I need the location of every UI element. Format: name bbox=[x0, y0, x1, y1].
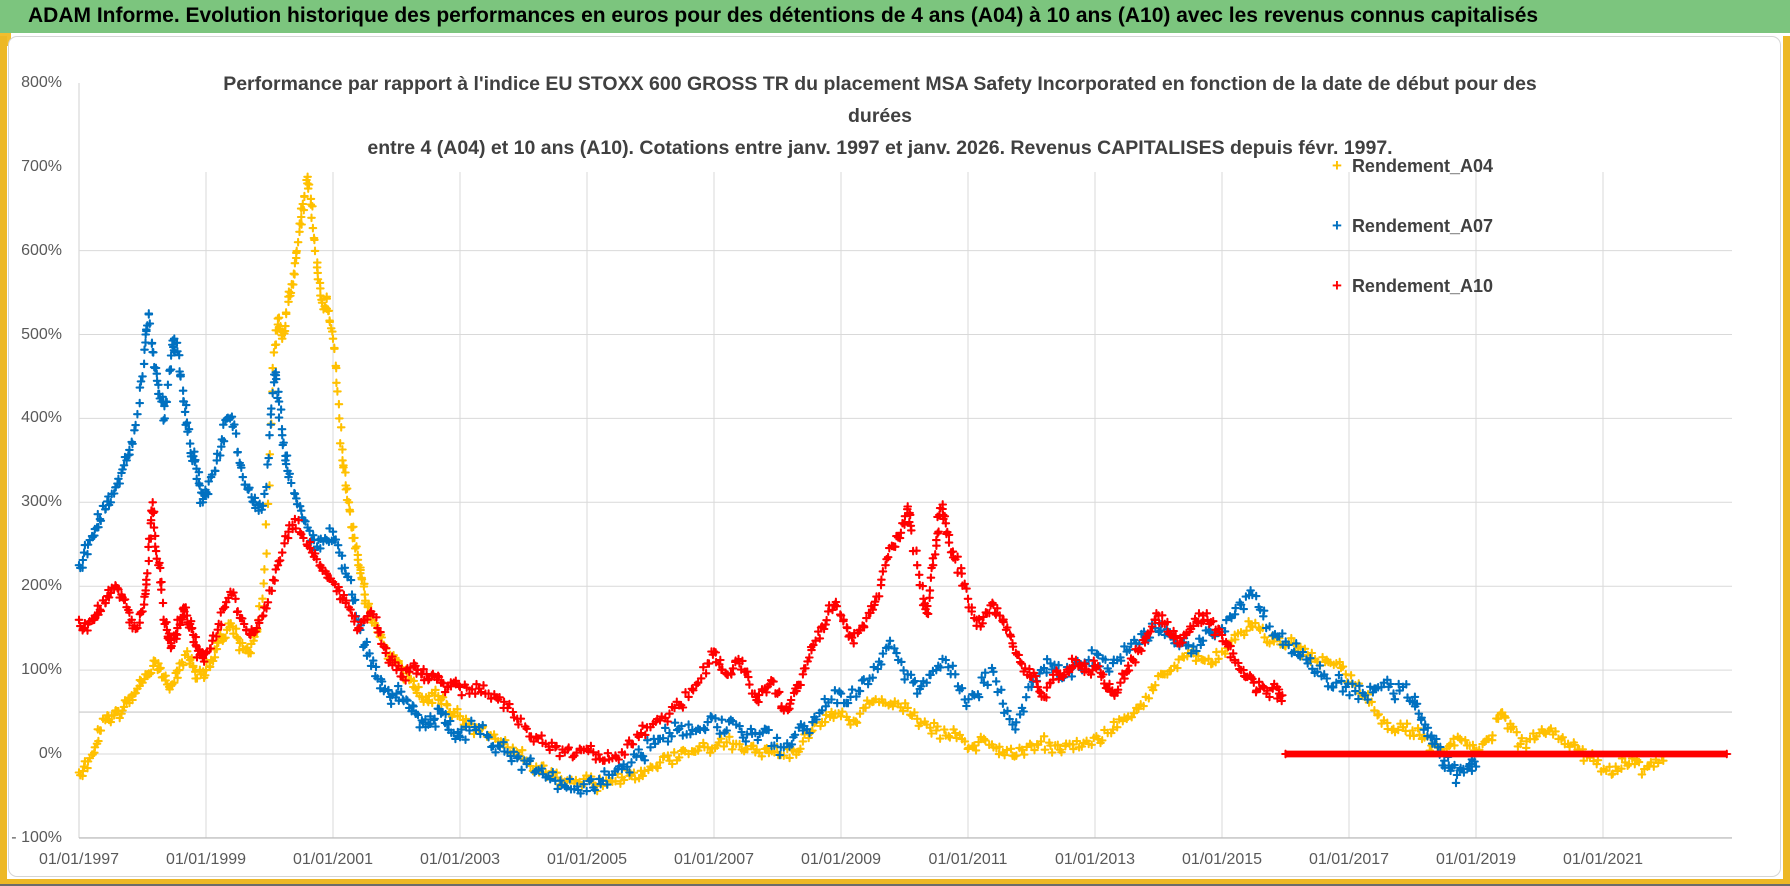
x-axis-label: 01/01/2001 bbox=[292, 851, 374, 868]
gridlines bbox=[78, 83, 1732, 839]
chart-title: Performance par rapport à l'indice EU ST… bbox=[175, 68, 1585, 164]
gold-frame-bottom bbox=[0, 879, 1790, 884]
x-axis-label: 01/01/2015 bbox=[1181, 851, 1263, 868]
x-axis-label: 01/01/2007 bbox=[673, 851, 755, 868]
gold-frame-right bbox=[1783, 36, 1790, 886]
legend-item-rendement-a04[interactable]: + Rendement_A04 bbox=[1332, 154, 1493, 178]
y-axis-label: 300% bbox=[21, 493, 62, 511]
x-axis-label: 01/01/2013 bbox=[1054, 851, 1136, 868]
y-axis-label: 500% bbox=[21, 325, 62, 343]
x-axis-label: 01/01/1999 bbox=[165, 851, 247, 868]
y-axis-label: 400% bbox=[21, 409, 62, 427]
series-Rendement_A04 bbox=[74, 172, 1668, 796]
y-axis-label: 800% bbox=[21, 73, 62, 91]
x-axis-label: 01/01/2005 bbox=[546, 851, 628, 868]
legend-item-rendement-a07[interactable]: + Rendement_A07 bbox=[1332, 214, 1493, 238]
x-axis-label: 01/01/2017 bbox=[1308, 851, 1390, 868]
legend-item-rendement-a10[interactable]: + Rendement_A10 bbox=[1332, 274, 1493, 298]
legend-label: Rendement_A07 bbox=[1351, 215, 1493, 236]
x-axis-label: 01/01/2011 bbox=[928, 851, 1008, 868]
series-Rendement_A07 bbox=[74, 309, 1481, 798]
y-axis-label: 600% bbox=[21, 241, 62, 259]
chart-title-line-1: Performance par rapport à l'indice EU ST… bbox=[223, 73, 1537, 95]
chart-title-line-3: entre 4 (A04) et 10 ans (A10). Cotations… bbox=[367, 137, 1393, 159]
y-axis-label: 700% bbox=[21, 157, 62, 175]
y-axis-label: 0% bbox=[38, 745, 62, 762]
series-Rendement_A10 bbox=[74, 497, 1732, 766]
x-axis-label: 01/01/2021 bbox=[1562, 851, 1644, 868]
plus-marker-icon: + bbox=[1332, 276, 1342, 295]
plus-marker-icon: + bbox=[1332, 216, 1342, 235]
gold-frame-left bbox=[0, 36, 7, 886]
y-axis-label: 100% bbox=[21, 661, 62, 679]
y-axis-label: - 100% bbox=[11, 828, 62, 846]
frame-bottom-edge bbox=[0, 884, 1790, 886]
report-banner-title: ADAM Informe. Evolution historique des p… bbox=[0, 0, 1790, 33]
x-axis-label: 01/01/2009 bbox=[800, 851, 882, 868]
legend-label: Rendement_A04 bbox=[1351, 155, 1493, 176]
x-axis-label: 01/01/2003 bbox=[419, 851, 501, 868]
x-axis-label: 01/01/1997 bbox=[38, 851, 120, 868]
y-axis-label: 200% bbox=[21, 577, 62, 595]
legend-label: Rendement_A10 bbox=[1351, 275, 1493, 296]
plus-marker-icon: + bbox=[1332, 156, 1342, 175]
x-axis-label: 01/01/2019 bbox=[1435, 851, 1517, 868]
chart-title-line-2: durées bbox=[848, 105, 912, 127]
